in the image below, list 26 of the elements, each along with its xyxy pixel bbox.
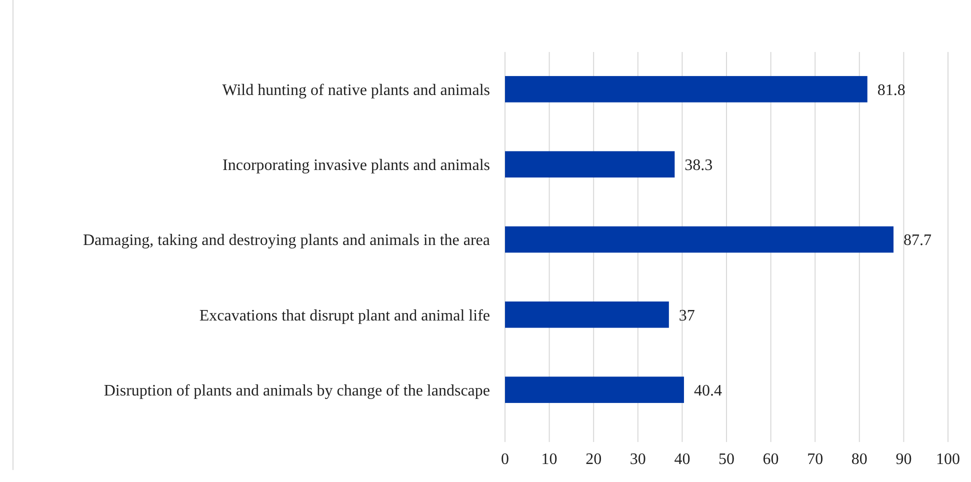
data-label: 38.3 — [684, 156, 713, 174]
y-tick-label: Wild hunting of native plants and animals — [222, 82, 490, 99]
x-tick-label: 0 — [501, 451, 509, 468]
x-tick-label: 30 — [630, 451, 646, 468]
x-tick-label: 70 — [807, 451, 824, 468]
x-tick-label: 80 — [851, 451, 868, 468]
x-tick-label: 100 — [936, 451, 960, 468]
bar — [505, 151, 675, 178]
bar — [505, 376, 684, 403]
bar — [505, 302, 669, 328]
bar — [505, 76, 868, 102]
bar — [505, 226, 894, 253]
data-label: 81.8 — [877, 82, 906, 99]
data-label: 40.4 — [694, 382, 722, 400]
x-tick-label: 10 — [541, 451, 558, 468]
x-tick-label: 50 — [718, 451, 734, 468]
x-tick-label: 40 — [674, 451, 690, 468]
y-tick-label: Excavations that disrupt plant and animal life — [199, 307, 490, 324]
y-tick-label: Damaging, taking and destroying plants and animals in the area — [83, 232, 490, 250]
data-label: 87.7 — [904, 232, 932, 250]
x-tick-label: 60 — [762, 451, 779, 468]
data-label: 37 — [678, 307, 695, 324]
x-tick-label: 90 — [896, 451, 912, 468]
y-tick-label: Disruption of plants and animals by change of the landscape — [104, 382, 490, 400]
y-tick-label: Incorporating invasive plants and animals — [222, 156, 490, 174]
x-tick-label: 20 — [586, 451, 602, 468]
